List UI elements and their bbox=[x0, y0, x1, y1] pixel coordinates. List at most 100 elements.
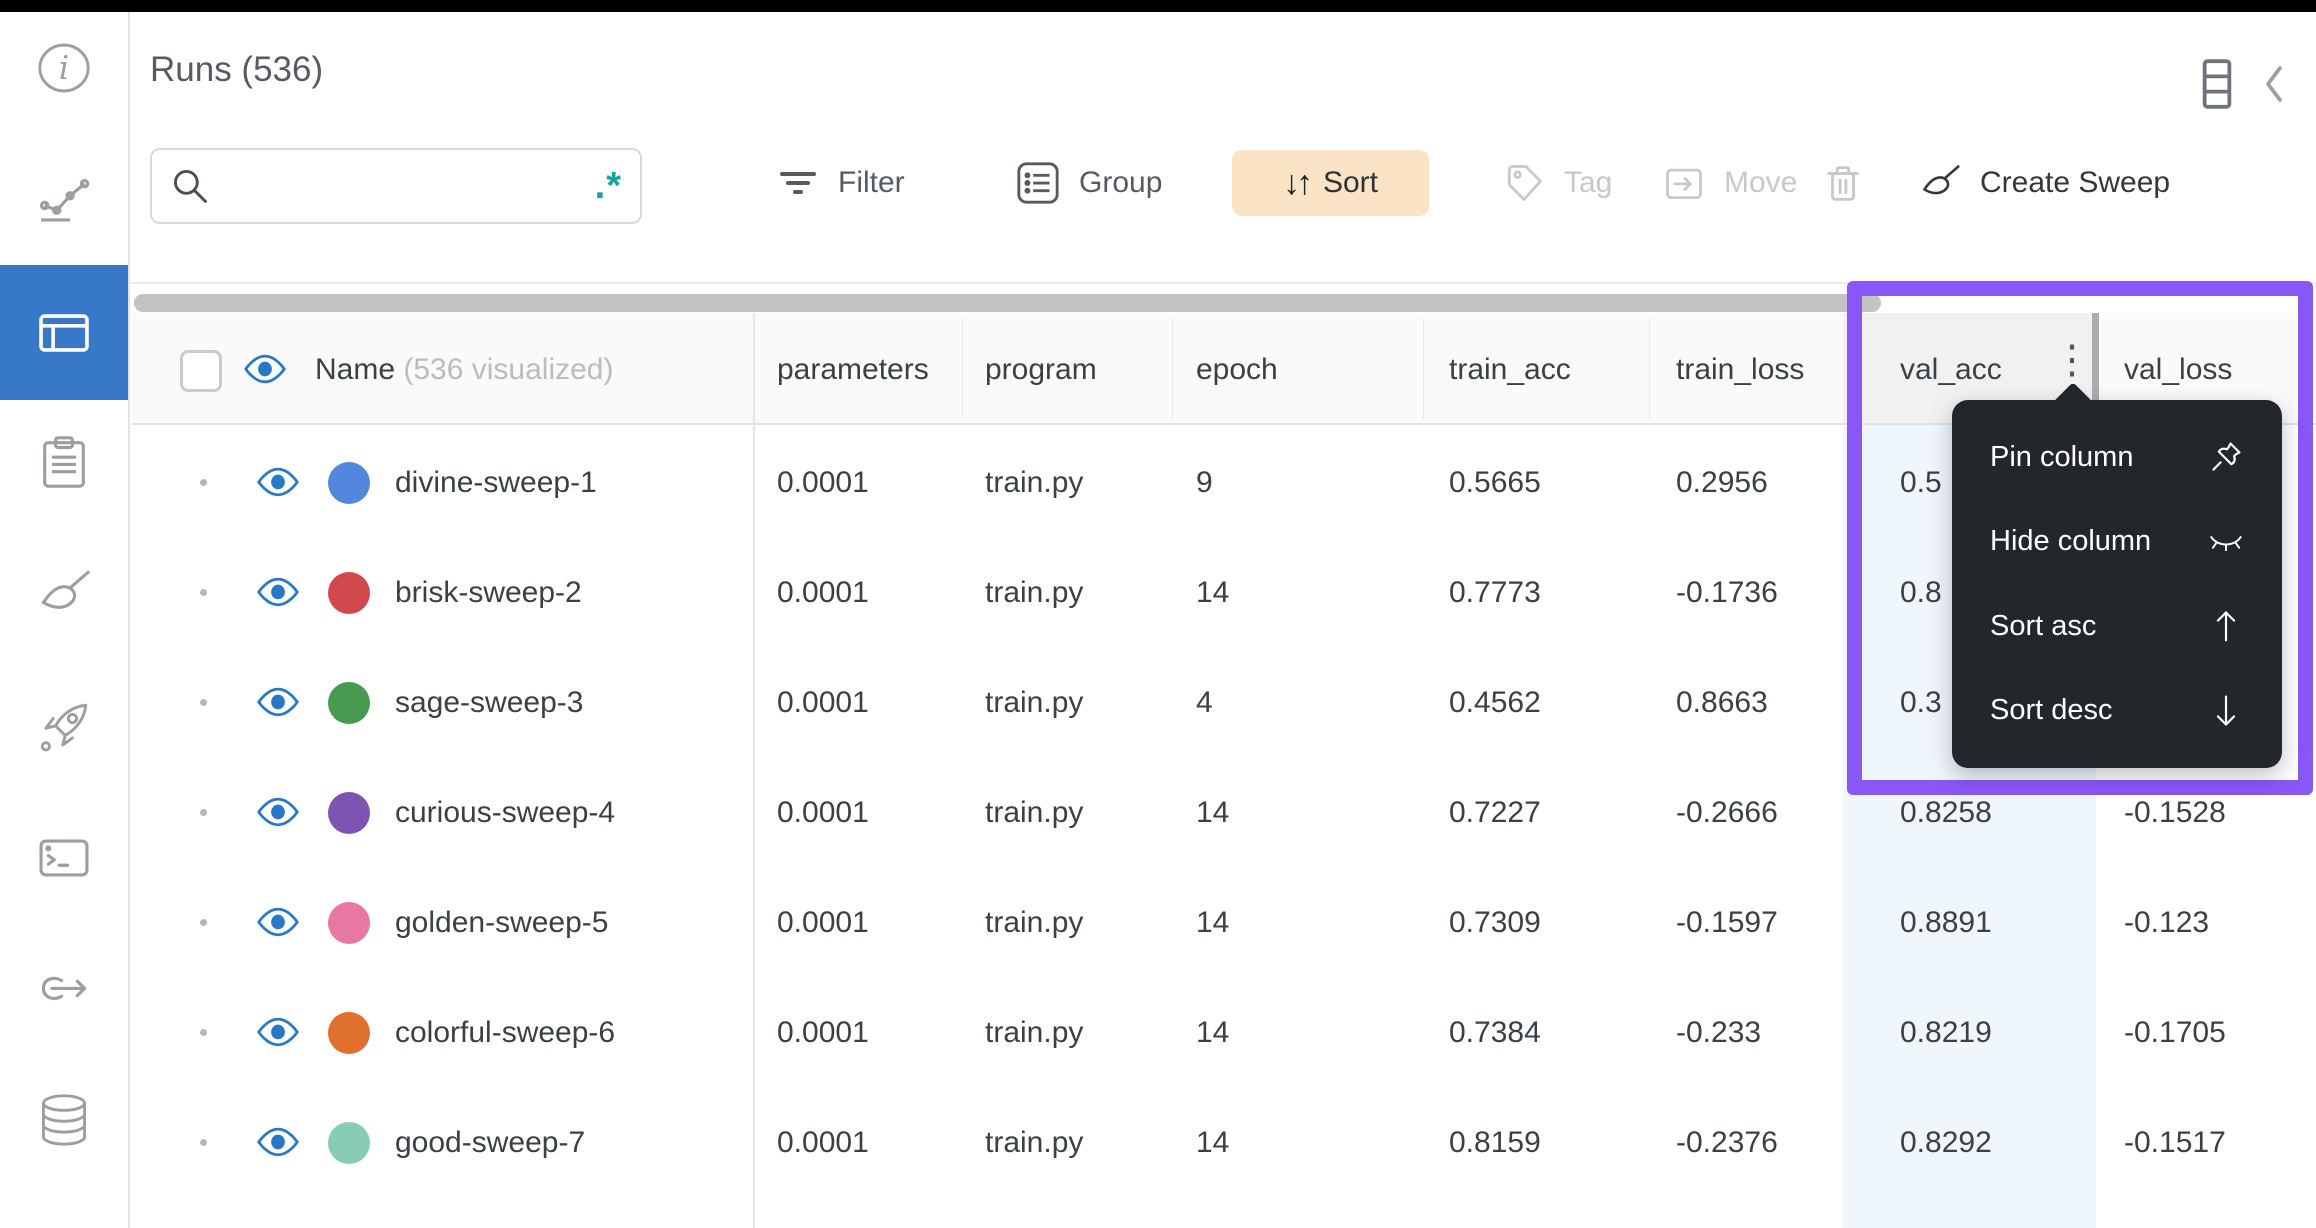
visualize-run-eye-icon[interactable] bbox=[256, 1015, 300, 1049]
cell-train-loss: -0.1736 bbox=[1676, 576, 1778, 609]
menu-item-sort-asc[interactable]: Sort asc bbox=[1952, 587, 2282, 665]
column-resize-handle[interactable] bbox=[2092, 313, 2099, 432]
column-header-program[interactable]: program bbox=[985, 353, 1097, 386]
cell-train-loss: -0.233 bbox=[1676, 1016, 1762, 1049]
visualize-run-eye-icon[interactable] bbox=[256, 575, 300, 609]
table-row: good-sweep-7 0.0001 train.py 14 0.8159 -… bbox=[132, 1088, 2316, 1198]
row-drag-handle[interactable] bbox=[200, 809, 207, 816]
filter-button[interactable]: Filter bbox=[776, 150, 905, 216]
page-title: Runs (536) bbox=[150, 50, 324, 89]
svg-text:i: i bbox=[59, 49, 69, 87]
cell-val-loss: -0.1705 bbox=[2124, 1016, 2226, 1049]
sidebar-item-automations[interactable] bbox=[0, 929, 128, 1049]
run-name[interactable]: brisk-sweep-2 bbox=[395, 576, 582, 609]
row-drag-handle[interactable] bbox=[200, 589, 207, 596]
tag-label: Tag bbox=[1564, 166, 1613, 199]
cell-epoch: 14 bbox=[1196, 906, 1230, 939]
window-top-bar bbox=[0, 0, 2316, 12]
create-sweep-button[interactable]: Create Sweep bbox=[1918, 150, 2170, 216]
cell-train-loss: 0.8663 bbox=[1676, 686, 1768, 719]
run-name[interactable]: colorful-sweep-6 bbox=[395, 1016, 616, 1049]
visualize-all-eye-icon[interactable] bbox=[243, 352, 287, 386]
collapse-chevron-icon[interactable] bbox=[2262, 64, 2286, 104]
link-arrow-icon bbox=[41, 976, 87, 1000]
cell-parameters: 0.0001 bbox=[777, 1126, 869, 1159]
cell-val-acc: 0.8292 bbox=[1900, 1126, 1992, 1159]
run-color-dot bbox=[328, 462, 370, 504]
sidebar-item-workspace[interactable] bbox=[0, 137, 128, 257]
move-button[interactable]: Move bbox=[1662, 150, 1797, 216]
pin-icon bbox=[2212, 442, 2241, 472]
header-divider bbox=[1649, 319, 1650, 419]
create-sweep-label: Create Sweep bbox=[1980, 166, 2171, 199]
cell-train-loss: 0.2956 bbox=[1676, 466, 1768, 499]
cell-train-acc: 0.7227 bbox=[1449, 796, 1541, 829]
run-name[interactable]: good-sweep-7 bbox=[395, 1126, 586, 1159]
cell-val-loss: -0.1528 bbox=[2124, 796, 2226, 829]
select-all-checkbox[interactable] bbox=[180, 350, 222, 392]
visualize-run-eye-icon[interactable] bbox=[256, 1125, 300, 1159]
visualize-run-eye-icon[interactable] bbox=[256, 905, 300, 939]
cell-program: train.py bbox=[985, 1016, 1084, 1049]
sidebar-item-runs-table[interactable] bbox=[0, 265, 128, 400]
group-button[interactable]: Group bbox=[1015, 150, 1162, 216]
run-color-dot bbox=[328, 1122, 370, 1164]
sidebar-item-overview[interactable]: i bbox=[0, 8, 128, 128]
column-header-train-loss[interactable]: train_loss bbox=[1676, 353, 1805, 386]
cell-val-loss: -0.1517 bbox=[2124, 1126, 2226, 1159]
delete-button[interactable] bbox=[1820, 150, 1866, 216]
sidebar-item-artifacts[interactable] bbox=[0, 1060, 128, 1180]
row-drag-handle[interactable] bbox=[200, 1029, 207, 1036]
run-color-dot bbox=[328, 792, 370, 834]
row-drag-handle[interactable] bbox=[200, 919, 207, 926]
cell-parameters: 0.0001 bbox=[777, 686, 869, 719]
run-color-dot bbox=[328, 1012, 370, 1054]
horizontal-scrollbar[interactable] bbox=[134, 294, 1881, 312]
cell-parameters: 0.0001 bbox=[777, 576, 869, 609]
visualize-run-eye-icon[interactable] bbox=[256, 685, 300, 719]
filter-label: Filter bbox=[838, 166, 905, 199]
visualize-run-eye-icon[interactable] bbox=[256, 465, 300, 499]
sidebar: i bbox=[0, 12, 130, 1228]
line-chart-icon bbox=[39, 178, 90, 222]
run-name[interactable]: curious-sweep-4 bbox=[395, 796, 616, 829]
header-divider bbox=[1172, 319, 1173, 419]
sort-button[interactable]: ↓↑ Sort bbox=[1232, 150, 1429, 216]
val-acc-column-menu-icon[interactable]: ⋮ bbox=[2052, 338, 2092, 382]
row-drag-handle[interactable] bbox=[200, 699, 207, 706]
cell-epoch: 4 bbox=[1196, 686, 1213, 719]
row-drag-handle[interactable] bbox=[200, 479, 207, 486]
header-divider bbox=[962, 319, 963, 419]
column-header-val-loss[interactable]: val_loss bbox=[2124, 353, 2233, 386]
column-header-val-acc[interactable]: val_acc bbox=[1900, 353, 2002, 386]
menu-item-pin-column[interactable]: Pin column bbox=[1952, 418, 2282, 496]
run-name[interactable]: golden-sweep-5 bbox=[395, 906, 609, 939]
menu-item-sort-desc[interactable]: Sort desc bbox=[1952, 672, 2282, 750]
cell-val-loss: -0.123 bbox=[2124, 906, 2210, 939]
search-box: .* bbox=[150, 148, 642, 224]
table-row: colorful-sweep-6 0.0001 train.py 14 0.73… bbox=[132, 978, 2316, 1088]
menu-item-hide-column[interactable]: Hide column bbox=[1952, 503, 2282, 581]
sidebar-item-logs[interactable] bbox=[0, 402, 128, 522]
column-header-epoch[interactable]: epoch bbox=[1196, 353, 1278, 386]
sidebar-item-launch[interactable] bbox=[0, 667, 128, 787]
tag-button[interactable]: Tag bbox=[1502, 150, 1612, 216]
column-header-train-acc[interactable]: train_acc bbox=[1449, 353, 1571, 386]
cell-val-acc: 0.8 bbox=[1900, 576, 1942, 609]
sidebar-item-terminal[interactable] bbox=[0, 798, 128, 918]
regex-toggle-icon[interactable]: .* bbox=[594, 165, 622, 207]
row-drag-handle[interactable] bbox=[200, 1139, 207, 1146]
cell-val-acc: 0.3 bbox=[1900, 686, 1942, 719]
cell-val-acc: 0.8258 bbox=[1900, 796, 1992, 829]
column-header-name[interactable]: Name (536 visualized) bbox=[315, 353, 614, 386]
sidebar-item-sweeps[interactable] bbox=[0, 534, 128, 654]
column-header-parameters[interactable]: parameters bbox=[777, 353, 929, 386]
run-name[interactable]: divine-sweep-1 bbox=[395, 466, 597, 499]
visualize-run-eye-icon[interactable] bbox=[256, 795, 300, 829]
search-input[interactable] bbox=[210, 168, 595, 204]
header-divider bbox=[1423, 319, 1424, 419]
cell-train-loss: -0.2666 bbox=[1676, 796, 1778, 829]
run-name[interactable]: sage-sweep-3 bbox=[395, 686, 584, 719]
column-layout-icon[interactable] bbox=[2198, 56, 2236, 112]
cell-epoch: 14 bbox=[1196, 796, 1230, 829]
